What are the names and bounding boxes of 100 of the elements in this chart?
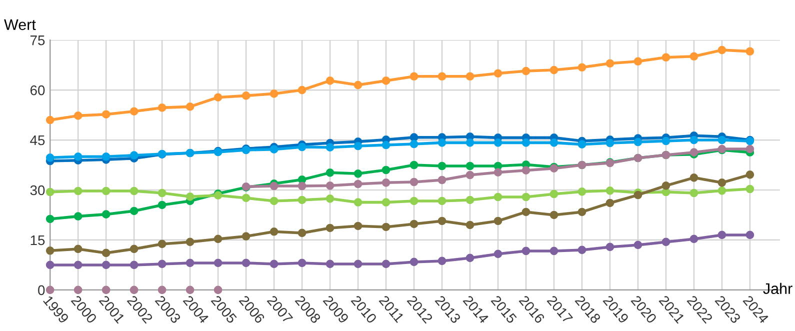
point <box>410 258 418 266</box>
point <box>326 76 334 85</box>
point <box>186 258 194 268</box>
y-tick-label: 45 <box>30 135 45 146</box>
point <box>298 142 306 152</box>
point <box>718 178 726 187</box>
point <box>550 190 558 198</box>
point <box>494 138 502 147</box>
point <box>102 110 110 119</box>
point <box>270 260 278 268</box>
point <box>382 76 390 85</box>
point <box>494 69 502 78</box>
point <box>634 190 642 200</box>
point <box>382 140 390 150</box>
point <box>494 250 502 258</box>
point <box>662 53 670 62</box>
point <box>326 181 334 190</box>
point <box>354 170 362 178</box>
point <box>522 208 530 216</box>
point <box>466 220 474 230</box>
point <box>438 138 446 147</box>
point <box>242 258 250 268</box>
point <box>606 198 614 208</box>
point <box>46 116 54 124</box>
point <box>326 143 334 152</box>
y-tick-label: 60 <box>30 85 45 96</box>
point <box>606 186 614 195</box>
point <box>298 86 306 94</box>
x-axis-title: Jahr <box>763 282 792 294</box>
point <box>494 168 502 176</box>
point <box>326 168 334 177</box>
point <box>130 286 138 294</box>
point <box>466 254 474 262</box>
point <box>354 180 362 188</box>
point <box>242 232 250 240</box>
y-tick-label: 15 <box>30 235 45 246</box>
point <box>578 246 586 254</box>
point <box>410 220 418 228</box>
point <box>410 196 418 206</box>
point <box>634 240 642 250</box>
point <box>522 246 530 256</box>
point <box>522 138 530 147</box>
point <box>690 52 698 61</box>
point <box>466 162 474 170</box>
point <box>634 57 642 66</box>
point <box>326 224 334 232</box>
point <box>746 184 754 194</box>
point <box>466 138 474 147</box>
point <box>550 66 558 74</box>
point <box>74 286 82 294</box>
point <box>718 230 726 240</box>
point <box>410 72 418 81</box>
point <box>298 182 306 190</box>
point <box>74 212 82 220</box>
point <box>438 256 446 266</box>
point <box>466 72 474 81</box>
point <box>746 47 754 56</box>
point <box>270 196 278 206</box>
point <box>298 228 306 238</box>
point <box>270 227 278 236</box>
point <box>410 133 418 142</box>
point <box>410 178 418 186</box>
point <box>270 90 278 98</box>
point <box>186 102 194 111</box>
point <box>270 145 278 154</box>
point <box>130 206 138 216</box>
point <box>634 138 642 146</box>
point <box>186 238 194 246</box>
point <box>158 104 166 112</box>
point <box>550 210 558 220</box>
point <box>46 214 54 224</box>
point <box>382 222 390 232</box>
point <box>550 246 558 256</box>
point <box>690 188 698 198</box>
point <box>102 210 110 218</box>
point <box>382 178 390 187</box>
point <box>690 174 698 182</box>
point <box>102 248 110 258</box>
point <box>522 192 530 202</box>
point <box>606 138 614 148</box>
point <box>74 260 82 270</box>
point <box>746 144 754 154</box>
point <box>214 93 222 102</box>
point <box>158 286 166 294</box>
point <box>438 72 446 81</box>
point <box>102 186 110 196</box>
point <box>102 152 110 161</box>
point <box>326 260 334 268</box>
point <box>74 112 82 120</box>
point <box>298 258 306 268</box>
point <box>494 192 502 202</box>
point <box>466 170 474 180</box>
point <box>522 166 530 174</box>
point <box>158 240 166 248</box>
point <box>158 260 166 268</box>
y-tick-label: 0 <box>38 285 45 296</box>
point <box>718 186 726 195</box>
point <box>130 186 138 196</box>
point <box>718 46 726 54</box>
point <box>578 140 586 149</box>
